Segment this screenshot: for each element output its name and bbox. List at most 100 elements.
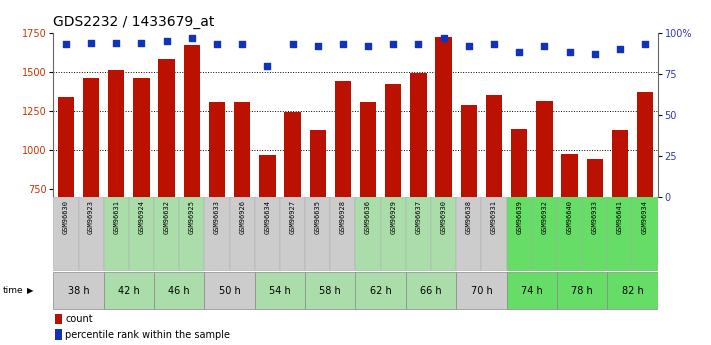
Text: GSM96926: GSM96926 [239,200,245,234]
Point [111,40,122,45]
Point [136,40,147,45]
Bar [305,197,331,271]
Text: ▶: ▶ [27,286,33,295]
Text: GSM96633: GSM96633 [214,200,220,234]
Text: 38 h: 38 h [68,286,90,296]
Bar [406,272,456,309]
Bar [536,101,552,306]
Bar [562,154,578,306]
Bar [356,272,406,309]
Bar [410,72,427,306]
Bar [486,95,502,306]
Bar [159,59,175,306]
Bar [133,78,149,306]
Bar [607,197,633,271]
Text: GSM96640: GSM96640 [567,200,572,234]
Bar [58,97,74,306]
Text: GSM96636: GSM96636 [365,200,371,234]
Bar [481,197,506,271]
Text: GSM96924: GSM96924 [139,200,144,234]
Text: GSM96928: GSM96928 [340,200,346,234]
Bar [255,197,280,271]
Bar [129,197,154,271]
Point [287,41,298,47]
Text: 46 h: 46 h [169,286,190,296]
Point [589,51,600,57]
Bar [108,70,124,306]
Bar [557,272,607,309]
Bar [435,38,451,306]
Bar [154,272,205,309]
Text: GSM96932: GSM96932 [541,200,547,234]
Bar [406,197,431,271]
Bar [53,197,78,271]
Text: GSM96630: GSM96630 [63,200,69,234]
Bar [587,159,603,306]
Text: GSM96934: GSM96934 [642,200,648,234]
Text: GSM96933: GSM96933 [592,200,598,234]
Point [614,46,626,52]
Point [312,43,324,49]
Bar [511,129,528,306]
Text: 82 h: 82 h [621,286,643,296]
Bar [78,197,104,271]
Bar [456,272,506,309]
Text: GSM96927: GSM96927 [289,200,296,234]
Text: time: time [3,286,23,295]
Bar [53,272,104,309]
Text: GDS2232 / 1433679_at: GDS2232 / 1433679_at [53,15,215,29]
Bar [305,272,356,309]
Bar [255,272,305,309]
Bar [582,197,607,271]
Bar [209,102,225,306]
Text: GSM96641: GSM96641 [617,200,623,234]
Text: GSM96925: GSM96925 [189,200,195,234]
Point [161,38,172,44]
Text: GSM96632: GSM96632 [164,200,170,234]
Bar [506,197,532,271]
Bar [183,45,200,306]
Point [186,35,198,40]
Text: GSM96634: GSM96634 [264,200,270,234]
Bar [637,92,653,306]
Point [539,43,550,49]
Bar [331,197,356,271]
Point [639,41,651,47]
Bar [607,272,658,309]
Bar [532,197,557,271]
Text: count: count [65,314,93,324]
Text: percentile rank within the sample: percentile rank within the sample [65,329,230,339]
Bar [309,129,326,306]
Text: 50 h: 50 h [219,286,240,296]
Bar [205,197,230,271]
Bar [335,81,351,306]
Text: 58 h: 58 h [319,286,341,296]
Point [211,41,223,47]
Point [488,41,500,47]
Text: 70 h: 70 h [471,286,492,296]
Text: 62 h: 62 h [370,286,392,296]
Bar [356,197,380,271]
Text: 42 h: 42 h [118,286,140,296]
Bar [611,129,628,306]
Bar [431,197,456,271]
Bar [461,105,477,306]
Bar [230,197,255,271]
Text: GSM96931: GSM96931 [491,200,497,234]
Point [413,41,424,47]
Bar [104,197,129,271]
Point [262,63,273,68]
Text: GSM96635: GSM96635 [315,200,321,234]
Point [463,43,474,49]
Text: GSM96631: GSM96631 [113,200,119,234]
Text: GSM96638: GSM96638 [466,200,472,234]
Bar [104,272,154,309]
Text: 66 h: 66 h [420,286,442,296]
Text: 74 h: 74 h [521,286,542,296]
Bar [55,329,63,340]
Bar [179,197,205,271]
Point [337,41,348,47]
Point [564,50,575,55]
Bar [280,197,305,271]
Bar [260,155,276,306]
